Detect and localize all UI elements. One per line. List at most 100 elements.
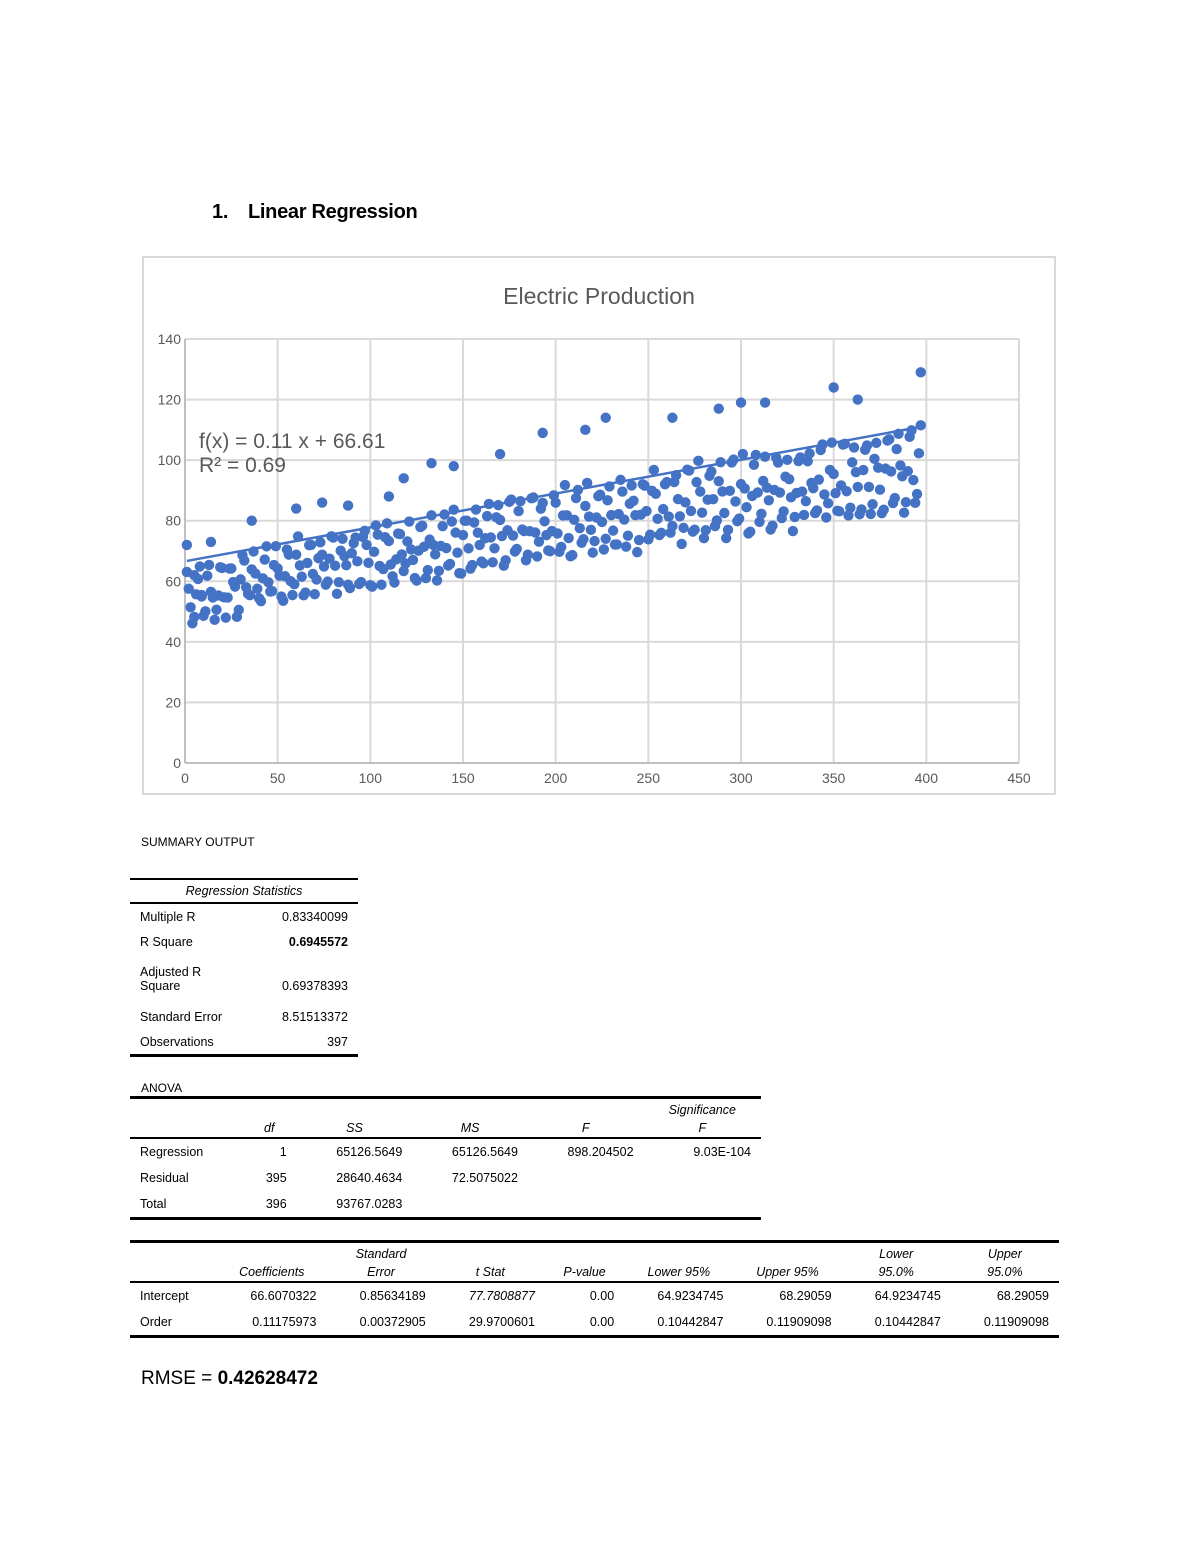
anova-row: Residual 395 28640.4634 72.5075022 [130,1165,761,1191]
cell-value: 0.10442847 [657,1315,724,1329]
cell-value: 0.00 [589,1315,615,1329]
row-label: Total [140,1197,167,1211]
scatter-chart: Electric Production 0 20 40 60 80 100 120 140 0 5… [142,256,1056,795]
anova-column-header: F [527,1097,644,1139]
stat-row: R Square 0.6945572 [130,929,358,954]
cell-value [528,1191,644,1219]
cell-value: 66.6070322 [250,1289,317,1303]
y-tick-label: 0 [173,755,181,771]
stat-label: Observations [140,1034,214,1049]
anova-row: Total 396 93767.0283 [130,1191,761,1219]
trendline [186,425,921,563]
coefficients-column-header [130,1241,218,1283]
stat-value: 8.51513372 [281,1009,348,1024]
section-title: Linear Regression [248,201,418,223]
coefficients-column-header: Standard Error [326,1241,436,1283]
cell-value: 0.11175973 [252,1315,317,1329]
row-label: Order [140,1315,172,1329]
coefficients-row: Order 0.11175973 0.00372905 29.9700601 0.00 0… [130,1309,1059,1337]
cell-value: 898.204502 [567,1145,634,1159]
rmse-line: RMSE = 0.42628472 [141,1368,318,1390]
cell-value [644,1165,761,1191]
cell-value: 0.85634189 [359,1289,426,1303]
anova-column-header: SS [296,1097,413,1139]
coefficients-column-header: t Stat [435,1241,545,1283]
coefficients-column-header: Lower 95% [624,1241,734,1283]
row-label: Intercept [140,1289,189,1303]
coefficients-column-header: Upper 95.0% [950,1241,1059,1283]
x-tick-label: 450 [1007,770,1031,786]
cell-value: 0.10442847 [874,1315,941,1329]
cell-value [644,1191,761,1219]
stat-label: Standard Error [140,1009,222,1024]
x-tick-label: 50 [270,770,286,786]
coefficients-column-header: P-value [544,1241,625,1283]
cell-value: 0.00 [589,1289,615,1303]
cell-value: 65126.5649 [451,1145,518,1159]
stat-value: 0.6945572 [288,934,348,949]
stat-row: Standard Error 8.51513372 [130,1004,358,1029]
cell-value: 0.11909098 [766,1315,832,1329]
x-tick-label: 250 [637,770,661,786]
anova-row: Regression 1 65126.5649 65126.5649 898.20450… [130,1138,761,1165]
anova-column-header: Significance F [643,1097,761,1139]
y-tick-label: 40 [165,634,181,650]
y-tick-label: 60 [165,573,181,589]
coefficients-column-header: Lower 95.0% [841,1241,951,1283]
anova-table: df SS MS F Significance F Regression 1 65126.56… [130,1096,761,1220]
cell-value: 64.9234745 [657,1289,724,1303]
cell-value: 72.5075022 [451,1171,518,1185]
x-tick-label: 200 [544,770,568,786]
y-tick-label: 20 [165,694,181,710]
cell-value: 77.7808877 [468,1289,535,1303]
cell-value: 68.29059 [779,1289,832,1303]
row-label: Residual [140,1171,189,1185]
stat-value: 0.83340099 [281,909,348,924]
rmse-label: RMSE = [141,1368,218,1389]
stat-value: 0.69378393 [281,979,348,993]
regression-statistics-table: Regression Statistics Multiple R 0.833400… [130,878,358,1057]
coefficients-column-header: Upper 95% [733,1241,842,1283]
stat-row: Observations 397 [130,1029,358,1056]
y-tick-label: 140 [158,331,182,347]
cell-value: 64.9234745 [874,1289,941,1303]
stat-label: Multiple R [140,909,196,924]
equation-line: f(x) = 0.11 x + 66.61 [199,430,386,453]
stat-row: Square 0.69378393 [130,979,358,1004]
anova-column-header: MS [412,1097,528,1139]
stat-label: R Square [140,934,193,949]
anova-column-header [130,1097,242,1139]
cell-value: 0.00372905 [359,1315,426,1329]
cell-value: 0.11909098 [983,1315,1049,1329]
chart-title: Electric Production [503,283,695,309]
coefficients-row: Intercept 66.6070322 0.85634189 77.7808877 0… [130,1282,1059,1309]
y-tick-label: 100 [158,452,182,468]
stat-label: Square [140,979,181,993]
regression-statistics-header: Regression Statistics [130,879,358,904]
stat-value [254,954,358,979]
trendline-equation: f(x) = 0.11 x + 66.61 R² = 0.69 [199,430,385,478]
anova-label: ANOVA [141,1081,183,1095]
cell-value: 9.03E-104 [693,1145,751,1159]
x-tick-label: 0 [181,770,189,786]
stat-value: 397 [327,1034,348,1049]
x-tick-label: 300 [729,770,753,786]
r-squared-label: R² = 0.69 [199,454,286,477]
cell-value: 396 [265,1197,287,1211]
cell-value: 28640.4634 [336,1171,403,1185]
x-tick-label: 150 [451,770,475,786]
cell-value [528,1165,644,1191]
cell-value [412,1191,528,1219]
x-tick-label: 350 [822,770,846,786]
cell-value: 68.29059 [996,1289,1049,1303]
x-tick-label: 400 [915,770,939,786]
summary-output-label: SUMMARY OUTPUT [141,835,255,849]
cell-value: 93767.0283 [336,1197,403,1211]
cell-value: 1 [279,1145,287,1159]
cell-value: 395 [265,1171,287,1185]
plot-area: 0 20 40 60 80 100 120 140 0 50 100 150 200 250 300 350 4… [158,331,1031,786]
cell-value: 29.9700601 [468,1315,535,1329]
row-label: Regression [140,1145,204,1159]
y-tick-label: 80 [165,513,181,529]
y-tick-label: 120 [158,392,182,408]
